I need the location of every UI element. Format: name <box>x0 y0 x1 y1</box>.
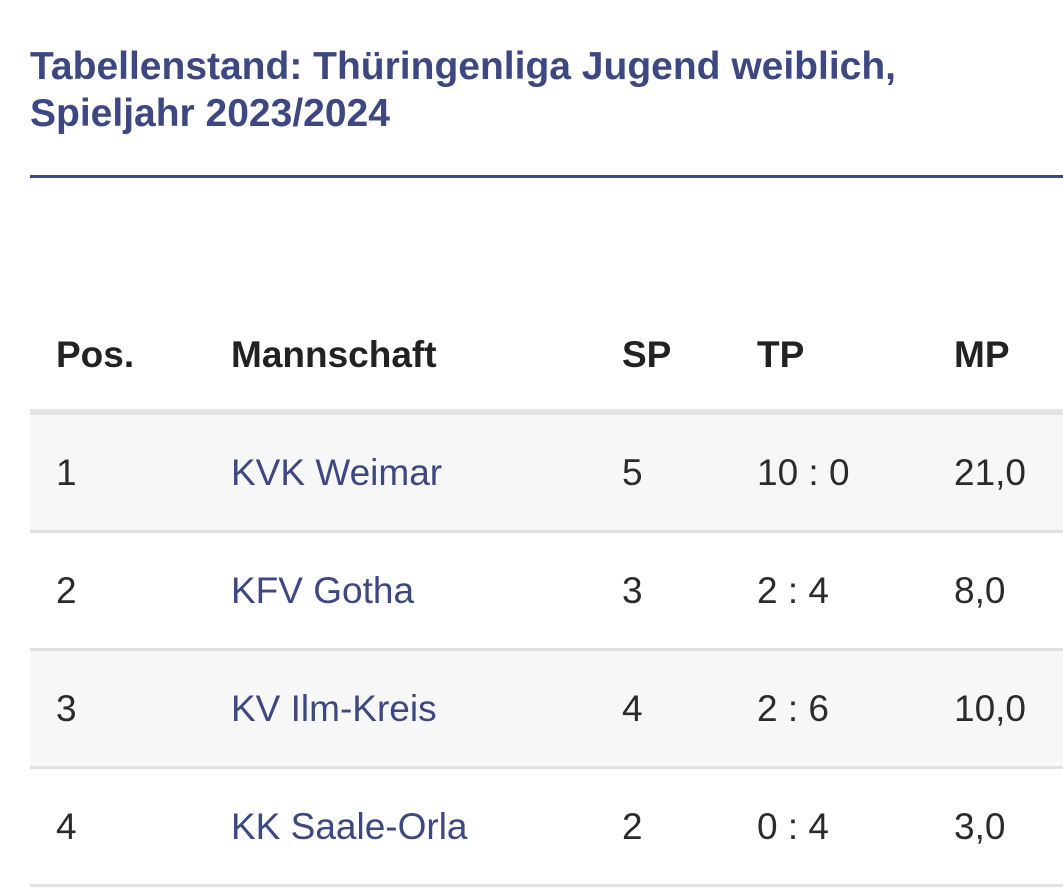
team-link[interactable]: KVK Weimar <box>231 451 443 493</box>
table-row: 4 KK Saale-Orla 2 0 : 4 3,0 <box>30 769 1063 887</box>
table-row: 2 KFV Gotha 3 2 : 4 8,0 <box>30 533 1063 651</box>
page-title: Tabellenstand: Thüringenliga Jugend weib… <box>30 44 1050 138</box>
cell-tp: 10 : 0 <box>757 451 850 493</box>
header-mp: MP <box>954 333 1010 375</box>
table-row: 1 KVK Weimar 5 10 : 0 21,0 <box>30 415 1063 533</box>
cell-team: KFV Gotha <box>231 533 414 648</box>
header-team: Mannschaft <box>231 333 437 375</box>
cell-mp: 8,0 <box>954 569 1006 611</box>
header-pos: Pos. <box>56 333 135 375</box>
title-divider <box>30 175 1063 178</box>
standings-table: Pos. Mannschaft SP TP MP 1 KVK Weimar 5 … <box>30 300 1063 887</box>
cell-sp: 3 <box>622 569 643 611</box>
page-title-line-2: Spieljahr 2023/2024 <box>30 91 390 135</box>
team-link[interactable]: KV Ilm-Kreis <box>231 687 437 729</box>
header-sp: SP <box>622 333 672 375</box>
cell-sp: 5 <box>622 451 643 493</box>
cell-mp: 21,0 <box>954 451 1027 493</box>
cell-mp: 3,0 <box>954 805 1006 847</box>
team-link[interactable]: KK Saale-Orla <box>231 805 468 847</box>
header-tp: TP <box>757 333 805 375</box>
cell-tp: 2 : 4 <box>757 569 829 611</box>
cell-sp: 4 <box>622 687 643 729</box>
cell-team: KV Ilm-Kreis <box>231 651 437 766</box>
cell-team: KVK Weimar <box>231 415 442 530</box>
cell-tp: 2 : 6 <box>757 687 829 729</box>
cell-tp: 0 : 4 <box>757 805 829 847</box>
team-link[interactable]: KFV Gotha <box>231 569 415 611</box>
cell-pos: 3 <box>56 687 77 729</box>
page-title-line-1: Tabellenstand: Thüringenliga Jugend weib… <box>30 45 897 88</box>
cell-mp: 10,0 <box>954 687 1027 729</box>
cell-pos: 2 <box>56 569 77 611</box>
cell-sp: 2 <box>622 805 643 847</box>
table-header: Pos. Mannschaft SP TP MP <box>30 300 1063 415</box>
cell-team: KK Saale-Orla <box>231 769 468 884</box>
cell-pos: 4 <box>56 805 77 847</box>
table-row: 3 KV Ilm-Kreis 4 2 : 6 10,0 <box>30 651 1063 769</box>
cell-pos: 1 <box>56 451 77 493</box>
